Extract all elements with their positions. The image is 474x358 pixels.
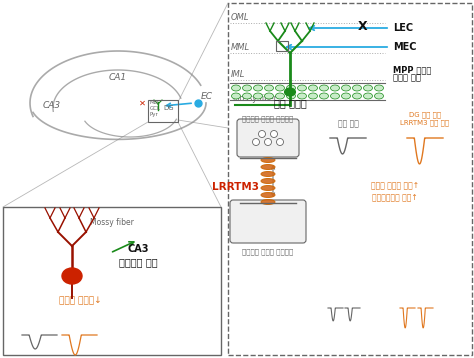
Ellipse shape [330,93,339,99]
Ellipse shape [298,93,307,99]
Ellipse shape [62,268,82,284]
Bar [3,207,221,355]
Text: Mossy fiber: Mossy fiber [90,218,134,227]
Ellipse shape [319,93,328,99]
Ellipse shape [309,93,318,99]
Ellipse shape [264,85,273,91]
Text: DG 과립 세포
LRRTM3 결핍 생쥐: DG 과립 세포 LRRTM3 결핍 생쥐 [401,111,449,126]
Ellipse shape [309,85,318,91]
Ellipse shape [261,164,275,169]
Text: 정상 생쥐: 정상 생쥐 [337,119,358,128]
Text: 과립 세포층: 과립 세포층 [273,98,306,108]
Ellipse shape [254,85,263,91]
Text: Mol: Mol [150,100,159,105]
Ellipse shape [253,139,259,145]
Bar [276,41,288,51]
Ellipse shape [374,93,383,99]
Text: 흥분성 시냅스 형성↑: 흥분성 시냅스 형성↑ [371,181,419,190]
Ellipse shape [286,93,295,99]
Ellipse shape [330,85,339,91]
Text: 후시냅스 흥분성 신경세포: 후시냅스 흥분성 신경세포 [242,248,293,255]
Ellipse shape [298,85,307,91]
Ellipse shape [364,93,373,99]
Text: Mossy fiber: Mossy fiber [233,94,277,103]
Text: CA3: CA3 [43,101,61,110]
Bar [228,3,472,355]
Text: Pyr: Pyr [150,112,159,117]
FancyBboxPatch shape [230,200,306,243]
Text: CA1: CA1 [109,73,127,82]
Ellipse shape [341,85,350,91]
Ellipse shape [284,88,295,96]
Text: MPP 특이적: MPP 특이적 [393,66,431,74]
Ellipse shape [276,139,283,145]
Ellipse shape [231,85,240,91]
Ellipse shape [319,85,328,91]
Ellipse shape [341,93,350,99]
Ellipse shape [258,131,265,137]
Ellipse shape [353,85,362,91]
Ellipse shape [364,85,373,91]
Ellipse shape [374,85,383,91]
Text: 시냅스 형성: 시냅스 형성 [393,73,421,82]
Text: CA3
피라미드 세포: CA3 피라미드 세포 [118,245,157,267]
Ellipse shape [261,179,275,184]
Text: OML: OML [231,13,249,22]
Text: IML: IML [231,70,246,79]
Ellipse shape [264,139,272,145]
Ellipse shape [254,93,263,99]
FancyBboxPatch shape [237,119,299,157]
Ellipse shape [286,85,295,91]
Text: LEC: LEC [393,23,413,33]
Ellipse shape [261,199,275,204]
Ellipse shape [275,93,284,99]
Text: GCL: GCL [150,106,161,111]
Text: MML: MML [231,43,250,52]
Ellipse shape [261,185,275,190]
Ellipse shape [261,171,275,176]
Ellipse shape [275,85,284,91]
Ellipse shape [353,93,362,99]
Text: X: X [358,19,368,33]
Text: EC: EC [201,92,213,101]
Ellipse shape [261,193,275,198]
Text: MEC: MEC [393,42,417,52]
Text: 글루타메이트 방출↑: 글루타메이트 방출↑ [372,193,418,202]
Text: LRRTM3: LRRTM3 [212,182,259,192]
Ellipse shape [271,131,277,137]
Ellipse shape [264,93,273,99]
Ellipse shape [243,85,252,91]
Text: DG: DG [163,105,173,111]
Ellipse shape [261,158,275,163]
Text: 시냅스 가소성↓: 시냅스 가소성↓ [59,296,101,305]
Text: ✕: ✕ [138,99,146,108]
Ellipse shape [231,93,240,99]
Bar [148,100,178,122]
Ellipse shape [243,93,252,99]
Text: 전시냅스 흥분성 신경세포: 전시냅스 흥분성 신경세포 [242,115,293,122]
